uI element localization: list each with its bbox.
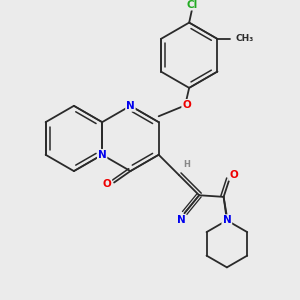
Text: N: N [126, 101, 135, 111]
Text: H: H [183, 160, 190, 169]
Text: O: O [103, 179, 111, 189]
Text: N: N [223, 215, 231, 225]
Text: N: N [98, 150, 106, 160]
Text: Cl: Cl [186, 0, 197, 10]
Text: N: N [223, 215, 231, 225]
Text: N: N [178, 215, 186, 225]
Text: O: O [182, 100, 191, 110]
Text: O: O [229, 170, 238, 180]
Text: CH₃: CH₃ [236, 34, 253, 43]
